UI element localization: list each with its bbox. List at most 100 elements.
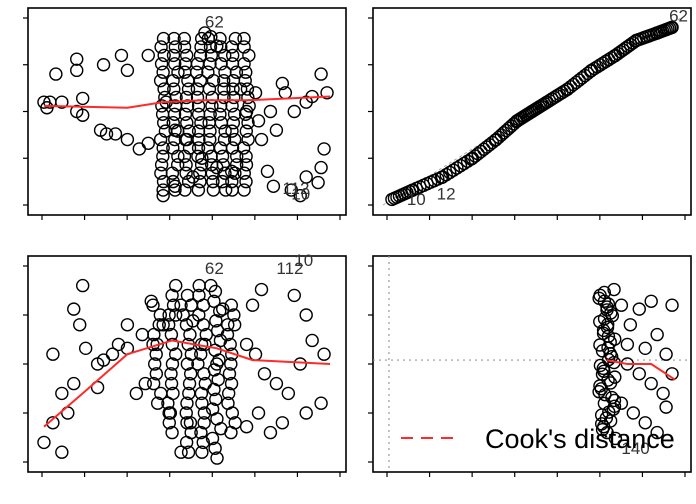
- data-point: [269, 123, 284, 137]
- data-point: [659, 400, 673, 414]
- data-point: [205, 402, 220, 416]
- data-point: [207, 294, 221, 308]
- data-point: [608, 370, 622, 384]
- data-point: [275, 76, 290, 91]
- data-point: [190, 82, 205, 96]
- data-point: [239, 104, 254, 119]
- data-point: [75, 91, 90, 106]
- data-point: [239, 174, 253, 189]
- data-point: [165, 357, 180, 371]
- data-point: [75, 278, 90, 293]
- data-point: [492, 130, 506, 145]
- data-point: [210, 451, 224, 465]
- data-point: [239, 158, 254, 172]
- data-point: [153, 308, 168, 322]
- data-point: [607, 399, 622, 414]
- data-point: [193, 166, 207, 180]
- data-point: [179, 406, 193, 420]
- data-point: [191, 99, 206, 113]
- data-point: [230, 149, 244, 164]
- data-point: [194, 158, 209, 172]
- data-point: [132, 142, 147, 156]
- data-point: [70, 63, 84, 78]
- data-point: [195, 445, 209, 459]
- data-point: [257, 367, 272, 381]
- data-point: [184, 367, 198, 381]
- data-point: [608, 431, 623, 446]
- data-point: [182, 124, 196, 138]
- data-point: [196, 435, 210, 450]
- data-point: [632, 367, 646, 381]
- data-point: [236, 141, 251, 155]
- data-point: [226, 116, 241, 130]
- data-point: [186, 170, 200, 184]
- data-point: [165, 425, 179, 440]
- data-point: [184, 347, 199, 361]
- plot-frame: [27, 255, 347, 473]
- data-point: [650, 327, 664, 342]
- data-point: [241, 90, 255, 105]
- data-point: [260, 164, 275, 179]
- data-point: [40, 101, 54, 115]
- data-point: [254, 282, 269, 297]
- data-point: [223, 337, 237, 352]
- data-point: [287, 288, 301, 303]
- data-point: [263, 104, 278, 119]
- data-point: [67, 302, 81, 316]
- data-point: [154, 158, 169, 172]
- point-label: 112: [282, 179, 309, 198]
- data-point: [75, 108, 90, 122]
- data-point: [614, 396, 629, 410]
- data-point: [227, 132, 242, 147]
- smoother-line: [606, 359, 676, 381]
- data-point: [225, 48, 240, 63]
- data-point: [179, 318, 194, 332]
- data-point: [237, 40, 251, 54]
- data-point: [197, 416, 211, 430]
- data-point: [195, 151, 209, 165]
- data-point: [237, 31, 251, 46]
- data-point: [180, 116, 194, 130]
- data-point: [156, 149, 170, 164]
- data-point: [238, 73, 252, 88]
- legend-label: Cook's distance: [485, 424, 675, 454]
- data-point: [224, 376, 239, 391]
- data-point: [248, 86, 263, 100]
- data-point: [183, 327, 197, 342]
- data-point: [181, 82, 196, 96]
- data-point: [167, 31, 181, 46]
- data-point: [239, 149, 253, 164]
- data-point: [180, 99, 195, 113]
- data-point: [154, 57, 169, 71]
- data-point: [217, 82, 231, 96]
- data-point: [218, 48, 232, 63]
- data-point: [150, 396, 165, 410]
- data-point: [597, 285, 612, 300]
- data-point: [213, 107, 227, 122]
- data-point: [156, 174, 171, 189]
- data-point: [251, 406, 266, 420]
- data-point: [114, 48, 129, 63]
- point-label: 12: [437, 184, 456, 203]
- data-point: [154, 386, 168, 401]
- data-point: [314, 396, 328, 410]
- data-point: [157, 82, 171, 96]
- data-point: [193, 174, 207, 189]
- data-point: [169, 278, 183, 293]
- point-label: 10: [291, 184, 310, 203]
- data-point: [190, 90, 205, 105]
- data-point: [182, 141, 197, 155]
- data-point: [141, 48, 155, 63]
- data-point: [239, 420, 254, 434]
- data-point: [191, 124, 206, 138]
- data-point: [502, 121, 516, 136]
- data-point: [195, 396, 209, 410]
- data-point: [210, 39, 224, 53]
- data-point: [443, 165, 457, 180]
- data-point: [251, 114, 266, 128]
- data-point: [168, 179, 182, 194]
- point-label: 62: [205, 12, 224, 31]
- data-point: [204, 30, 218, 44]
